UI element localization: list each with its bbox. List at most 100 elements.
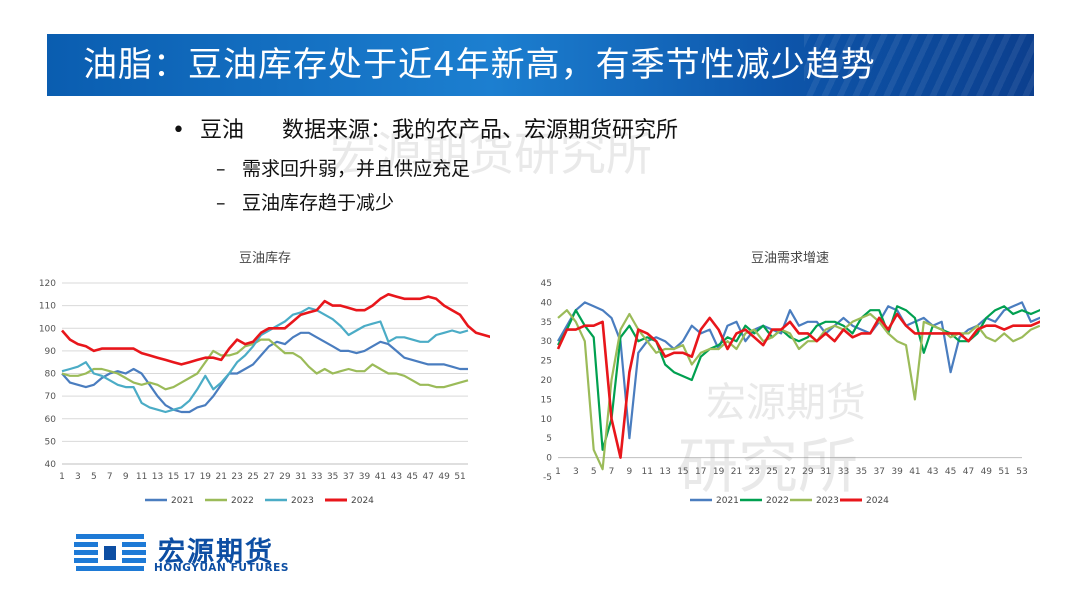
x-tick-label: 47 [422,472,433,482]
sub-bullet-marker: – [216,192,226,214]
company-logo: 宏源期货 HONGYUAN FUTURES [74,528,314,580]
x-tick-label: 51 [454,472,465,482]
legend-label-2022: 2022 [766,496,789,506]
chart-title: 豆油需求增速 [751,251,829,266]
y-tick-label: 50 [45,437,57,447]
x-tick-label: 41 [375,472,386,482]
x-tick-label: 39 [359,472,371,482]
y-tick-label: 90 [45,347,57,357]
x-tick-label: 11 [136,472,147,482]
y-tick-label: 70 [45,392,57,402]
x-tick-label: 15 [168,472,179,482]
x-tick-label: 17 [184,472,195,482]
x-tick-label: 1 [59,472,65,482]
y-tick-label: 30 [541,337,553,347]
x-tick-label: 23 [749,467,760,477]
chart-inventory: 豆油库存 40 50 60 70 80 90 100 110 120 1 3 5 7 9 11 13 15 17 19… [28,240,490,512]
logo-english-text: HONGYUAN FUTURES [154,562,290,574]
x-tick-label: 37 [874,467,885,477]
x-tick-label: 25 [247,472,258,482]
x-tick-label: 27 [784,467,795,477]
x-tick-label: 15 [677,467,688,477]
legend-label-2022: 2022 [231,496,254,506]
logo-chinese-text: 宏源期货 [158,537,274,568]
x-tick-label: 43 [391,472,402,482]
x-tick-label: 19 [713,467,725,477]
x-tick-label: 17 [695,467,706,477]
x-tick-label: 1 [555,467,561,477]
x-tick-label: 21 [215,472,226,482]
x-tick-label: 33 [838,467,849,477]
x-tick-label: 23 [231,472,242,482]
legend-label-2023: 2023 [816,496,839,506]
hongyuan-logo-icon [74,534,146,571]
y-tick-label: 45 [541,279,552,289]
x-tick-label: 43 [927,467,938,477]
data-source-text: 数据来源：我的农产品、宏源期货研究所 [282,118,679,143]
x-tick-label: 49 [981,467,993,477]
x-tick-label: 25 [766,467,777,477]
y-tick-label: -5 [543,473,552,483]
series-line-2023 [61,306,469,414]
chart-demand-growth: 豆油需求增速 -5 0 5 10 15 20 25 30 35 40 45 1 3 5 7 9 11 13 15 17 1… [520,240,1040,512]
x-tick-label: 5 [91,472,97,482]
legend-label-2023: 2023 [291,496,314,506]
x-tick-label: 5 [591,467,597,477]
x-tick-label: 3 [75,472,81,482]
y-tick-label: 120 [39,279,56,289]
sub-bullet-demand: – 需求回升弱，并且供应充足 [216,154,470,181]
bullet-marker: • [172,118,185,143]
series-line-2021 [61,331,468,414]
x-tick-label: 35 [327,472,338,482]
legend-label-2024: 2024 [351,496,374,506]
y-tick-label: 100 [39,324,56,334]
x-tick-label: 45 [945,467,956,477]
x-tick-label: 49 [438,472,450,482]
series-line-2024 [556,312,1040,459]
series-line-2022 [557,305,1040,451]
x-tick-label: 9 [627,467,633,477]
x-tick-label: 29 [802,467,814,477]
x-tick-label: 53 [1016,467,1027,477]
bullet-main-text: 豆油 [200,118,245,143]
x-tick-label: 31 [295,472,306,482]
x-tick-label: 51 [998,467,1009,477]
x-tick-label: 35 [856,467,867,477]
y-tick-label: 20 [541,376,553,386]
chart-title: 豆油库存 [239,250,291,266]
x-tick-label: 41 [909,467,920,477]
x-tick-label: 47 [963,467,974,477]
x-tick-label: 13 [152,472,163,482]
bullet-main: • 豆油 数据来源：我的农产品、宏源期货研究所 [172,112,678,144]
sub-bullet-demand-text: 需求回升弱，并且供应充足 [242,158,471,180]
series-line-2024 [61,292,490,366]
x-tick-label: 45 [407,472,418,482]
x-tick-label: 19 [200,472,212,482]
y-tick-label: 0 [546,454,552,464]
x-tick-label: 21 [731,467,742,477]
x-tick-label: 39 [891,467,903,477]
y-tick-label: 40 [45,460,57,470]
x-tick-label: 3 [573,467,579,477]
y-tick-label: 25 [541,357,552,367]
x-tick-label: 13 [659,467,670,477]
x-tick-label: 29 [279,472,291,482]
page-title: 油脂：豆油库存处于近4年新高，有季节性减少趋势 [83,45,876,85]
y-tick-label: 35 [541,318,552,328]
y-tick-label: 60 [45,415,57,425]
x-tick-label: 31 [820,467,831,477]
sub-bullet-inventory: – 豆油库存趋于减少 [216,188,394,215]
series-line-2022 [61,338,469,391]
y-tick-label: 40 [541,298,553,308]
legend-label-2024: 2024 [866,496,889,506]
legend-label-2021: 2021 [171,496,194,506]
x-tick-label: 9 [123,472,129,482]
sub-bullet-marker: – [216,158,226,180]
x-tick-label: 7 [107,472,113,482]
series-line-2021 [557,301,1040,440]
legend-label-2021: 2021 [716,496,739,506]
y-tick-label: 110 [39,302,56,312]
x-tick-label: 33 [311,472,322,482]
x-tick-label: 7 [609,467,615,477]
